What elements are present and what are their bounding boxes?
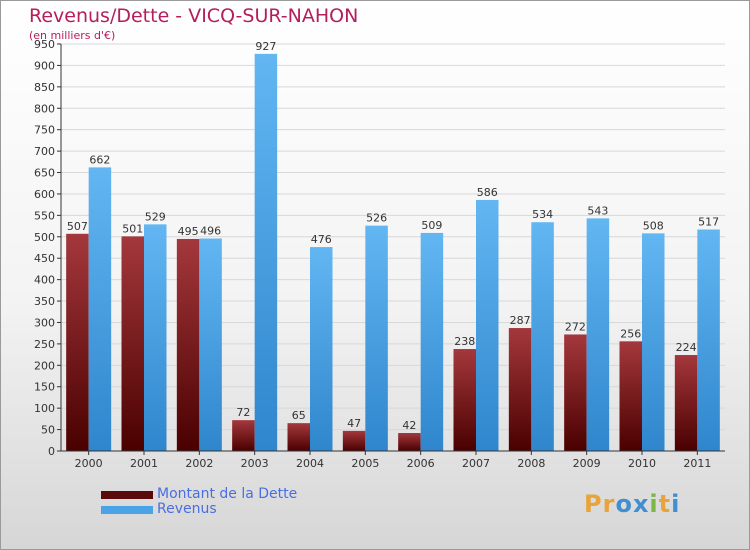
data-label-dette-2007: 238 [454,335,475,348]
data-label-dette-2001: 501 [122,222,143,235]
y-tick-label: 250 [34,338,55,351]
x-tick-label-2005: 2005 [351,457,379,470]
bar-revenus-2006 [420,232,444,451]
y-tick-label: 950 [34,38,55,51]
data-label-dette-2000: 507 [67,220,88,233]
y-tick-label: 650 [34,167,55,180]
x-tick-label-2001: 2001 [130,457,158,470]
data-label-dette-2004: 65 [292,409,306,422]
y-tick-label: 900 [34,59,55,72]
bar-revenus-2002 [199,238,222,451]
data-label-revenus-2009: 543 [587,204,608,217]
bar-dette-2006 [398,433,421,451]
data-label-revenus-2008: 534 [532,208,553,221]
bar-dette-2000 [66,233,89,451]
bar-revenus-2008 [531,222,554,451]
data-label-dette-2002: 495 [178,225,199,238]
chart-title: Revenus/Dette - VICQ-SUR-NAHON [29,5,359,27]
bar-revenus-2000 [88,167,112,452]
data-label-revenus-2005: 526 [366,212,387,225]
axes [60,44,725,452]
data-label-revenus-2004: 476 [311,233,332,246]
x-tick-label-2000: 2000 [75,457,103,470]
y-tick-label: 350 [34,295,55,308]
x-tick-label-2004: 2004 [296,457,324,470]
bar-dette-2007 [453,349,476,451]
bar-dette-2010 [619,341,642,451]
y-tick-label: 800 [34,102,55,115]
y-tick-label: 500 [34,231,55,244]
data-label-dette-2010: 256 [620,327,641,340]
x-tick-label-2010: 2010 [628,457,656,470]
data-label-revenus-2000: 662 [89,153,110,166]
y-tick-label: 200 [34,359,55,372]
bar-revenus-2010 [642,233,665,451]
y-tick-label: 700 [34,145,55,158]
y-tick-label: 400 [34,274,55,287]
bar-revenus-2007 [476,199,499,451]
data-label-dette-2011: 224 [676,341,697,354]
bar-dette-2009 [564,334,587,451]
x-tick-label-2007: 2007 [462,457,490,470]
x-tick-label-2008: 2008 [517,457,545,470]
data-label-dette-2003: 72 [236,406,250,419]
legend-item-revenus: Revenus [101,502,297,517]
data-label-revenus-2002: 496 [200,225,221,238]
y-tick-label: 550 [34,209,55,222]
y-tick-label: 100 [34,402,55,415]
y-tick-label: 150 [34,381,55,394]
data-label-revenus-2007: 586 [477,186,498,199]
bar-revenus-2004 [310,247,333,451]
bar-dette-2011 [674,355,698,451]
bar-dette-2003 [232,420,255,451]
bar-revenus-2003 [254,53,278,451]
x-tick-label-2009: 2009 [573,457,601,470]
bar-dette-2004 [287,423,310,451]
y-tick-label: 850 [34,81,55,94]
legend-swatch-dette [101,490,153,499]
y-tick-label: 450 [34,252,55,265]
y-axis-ticks: 0 50 100 150 200 250 300 350 400 450 500 550 600 650 7… [34,38,61,458]
legend-label-revenus: Revenus [157,501,217,517]
legend-swatch-revenus [101,505,153,514]
data-label-revenus-2010: 508 [643,219,664,232]
bar-dette-2002 [176,238,200,451]
legend-item-dette: Montant de la Dette [101,487,297,502]
y-tick-label: 750 [34,124,55,137]
bar-revenus-2011 [697,229,720,451]
data-label-dette-2008: 287 [510,314,531,327]
y-tick-label: 50 [41,424,55,437]
x-tick-label-2003: 2003 [241,457,269,470]
y-tick-label: 0 [48,445,55,458]
x-tick-label-2011: 2011 [683,457,711,470]
proxiti-logo: Proxiti [584,490,681,518]
bar-revenus-2009 [586,218,610,451]
data-label-revenus-2006: 509 [421,219,442,232]
x-axis-ticks: 2000 2001 2002 2003 2004 2005 2006 2007 2008 2009… [75,451,711,470]
bars [66,53,720,452]
chart-subtitle: (en milliers d'€) [29,29,116,42]
bar-revenus-2001 [144,224,167,451]
x-tick-label-2006: 2006 [407,457,435,470]
data-label-revenus-2011: 517 [698,216,719,229]
y-tick-label: 300 [34,316,55,329]
legend: Montant de la Dette Revenus [101,487,297,517]
bar-dette-2001 [121,236,144,451]
data-label-dette-2006: 42 [402,419,416,432]
data-label-dette-2005: 47 [347,417,361,430]
data-label-dette-2009: 272 [565,320,586,333]
x-tick-label-2002: 2002 [185,457,213,470]
bar-dette-2008 [508,328,532,451]
legend-label-dette: Montant de la Dette [157,486,298,502]
data-label-revenus-2003: 927 [255,40,276,53]
grid [61,43,725,431]
y-tick-label: 600 [34,188,55,201]
bar-revenus-2005 [365,225,388,451]
bar-dette-2005 [342,430,366,451]
data-label-revenus-2001: 529 [145,210,166,223]
